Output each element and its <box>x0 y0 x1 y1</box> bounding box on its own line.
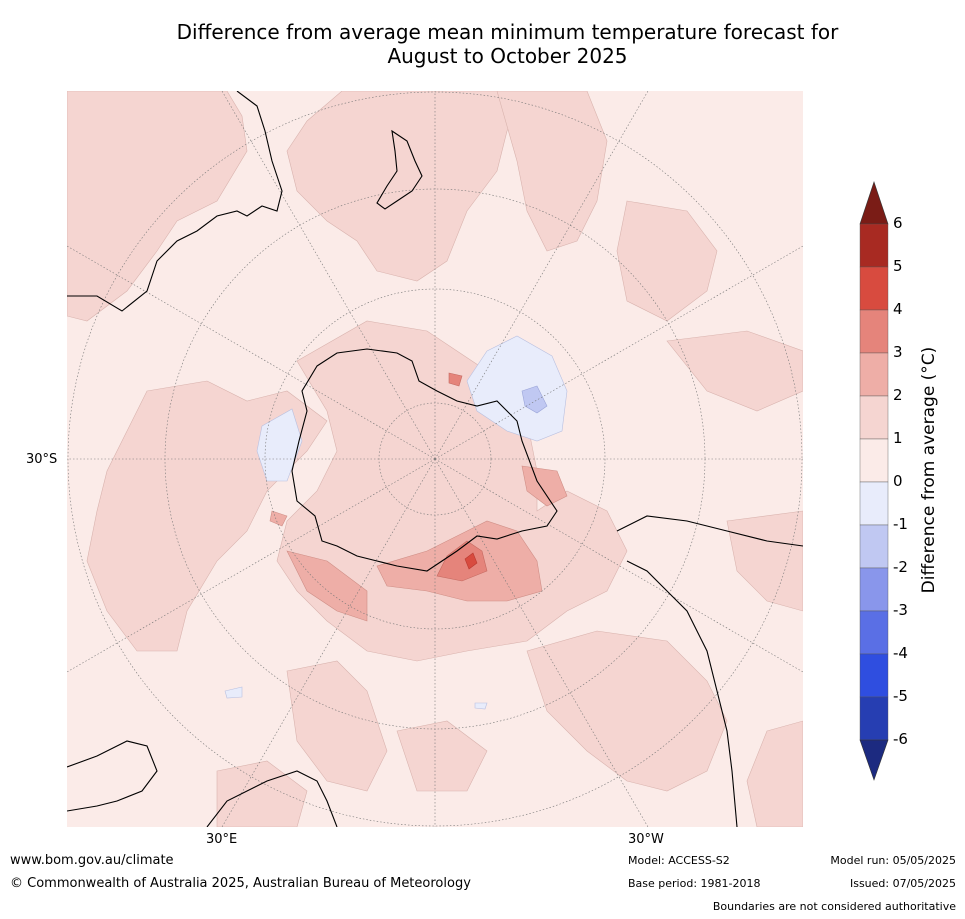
colorbar-tick-label: 5 <box>893 257 903 275</box>
southern-africa-coast <box>206 770 338 827</box>
colorbar-band <box>859 438 889 483</box>
south-america-west <box>626 560 738 827</box>
colorbar-tick-label: 0 <box>893 472 903 490</box>
lat-label-30s: 30°S <box>26 452 58 467</box>
colorbar-tick-label: 1 <box>893 429 903 447</box>
colorbar-extend-bottom <box>859 739 889 781</box>
antarctica-coast <box>291 348 558 572</box>
colorbar-tick-label: 3 <box>893 343 903 361</box>
colorbar-band <box>859 696 889 741</box>
anomaly-zone-2-3 <box>436 372 488 582</box>
colorbar-band <box>859 309 889 354</box>
coastlines <box>67 91 803 827</box>
anomaly-zone-neg <box>224 335 568 710</box>
lon-label-30e: 30°E <box>206 832 238 847</box>
footer-url: www.bom.gov.au/climate <box>10 853 174 868</box>
colorbar-tick-label: -3 <box>893 601 908 619</box>
australia-coast <box>67 91 283 312</box>
anomaly-zone-neg-strong <box>521 385 548 414</box>
colorbar-title: Difference from average (°C) <box>919 346 939 594</box>
africa-coast <box>67 740 158 812</box>
colorbar-band <box>859 610 889 655</box>
colorbar-band <box>859 352 889 397</box>
footer-copyright: © Commonwealth of Australia 2025, Austra… <box>10 876 471 891</box>
colorbar-band <box>859 266 889 311</box>
colorbar-tick-label: -5 <box>893 687 908 705</box>
graticule <box>67 91 803 827</box>
title-line-2: August to October 2025 <box>387 44 628 68</box>
south-america-coast <box>616 515 803 547</box>
colorbar-tick-label: -2 <box>893 558 908 576</box>
colorbar-band <box>859 223 889 268</box>
colorbar-band <box>859 481 889 526</box>
colorbar-tick-label: 6 <box>893 214 903 232</box>
colorbar-band <box>859 653 889 698</box>
footer-disclaimer: Boundaries are not considered authoritat… <box>712 900 956 913</box>
polar-map <box>67 91 803 827</box>
colorbar-extend-top <box>859 181 889 225</box>
colorbar-band <box>859 567 889 612</box>
anomaly-zone-0-1 <box>67 91 803 827</box>
footer-model-run: Model run: 05/05/2025 <box>830 854 956 867</box>
colorbar-tick-label: 4 <box>893 300 903 318</box>
footer-base-period: Base period: 1981-2018 <box>628 877 761 890</box>
title-line-1: Difference from average mean minimum tem… <box>176 20 839 44</box>
footer-model: Model: ACCESS-S2 <box>628 854 730 867</box>
colorbar-band <box>859 395 889 440</box>
colorbar-tick-label: -4 <box>893 644 908 662</box>
colorbar-title-wrap: Difference from average (°C) <box>918 300 940 640</box>
lon-label-30w: 30°W <box>628 832 664 847</box>
colorbar-tick-label: 2 <box>893 386 903 404</box>
new-zealand-coast <box>376 129 423 210</box>
colorbar-tick-label: -1 <box>893 515 908 533</box>
colorbar-tick-label: -6 <box>893 730 908 748</box>
footer-issued: Issued: 07/05/2025 <box>849 877 956 890</box>
colorbar-band <box>859 524 889 569</box>
map-title: Difference from average mean minimum tem… <box>0 20 965 68</box>
colorbar <box>859 181 889 781</box>
anomaly-zone-3-4 <box>464 552 478 570</box>
